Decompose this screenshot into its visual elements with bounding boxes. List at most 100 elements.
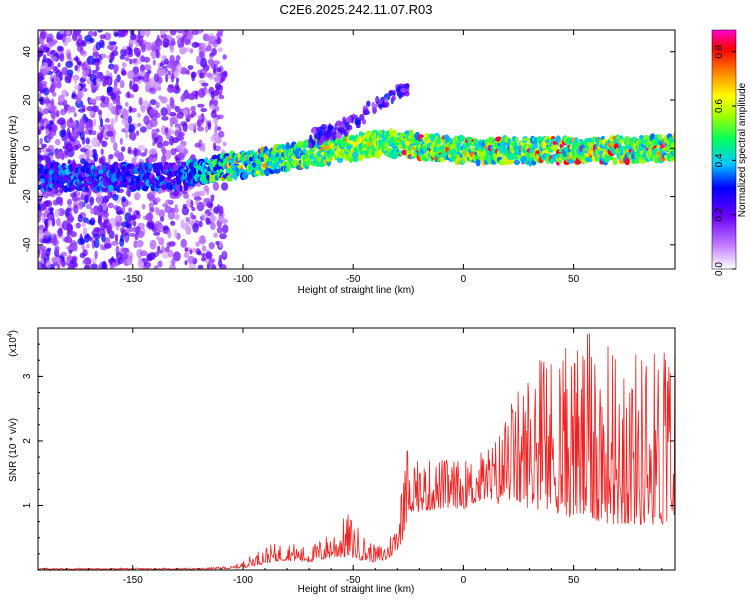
- spectrogram-y-label: Frequency (Hz): [8, 116, 19, 185]
- heatmap-speckle: [97, 30, 103, 33]
- colorbar-ticks: 0.0 0.2 0.4 0.6 0.8: [714, 44, 736, 276]
- heatmap-speckle: [64, 235, 73, 244]
- heatmap-speckle: [152, 59, 156, 66]
- heatmap-speckle: [127, 47, 133, 56]
- heatmap-speckle: [190, 212, 194, 220]
- heatmap-speckle: [149, 99, 157, 106]
- heatmap-speckle: [209, 104, 216, 111]
- colorbar-tick-label: 0.2: [714, 207, 725, 221]
- heatmap-speckle: [197, 126, 205, 132]
- heatmap-speckle: [154, 38, 163, 47]
- heatmap-speckle: [184, 247, 189, 252]
- heatmap-speckle: [198, 190, 206, 197]
- heatmap-band-cell: [523, 156, 527, 161]
- heatmap-band-cell: [211, 154, 219, 160]
- heatmap-speckle: [59, 186, 64, 194]
- heatmap-speckle: [54, 149, 63, 160]
- heatmap-speckle: [41, 143, 47, 148]
- heatmap-speckle: [101, 140, 108, 148]
- heatmap-speckle: [113, 64, 119, 72]
- heatmap-speckle: [81, 221, 86, 228]
- heatmap-speckle: [146, 222, 153, 229]
- heatmap-band-cell: [107, 184, 114, 192]
- heatmap-speckle: [58, 30, 65, 34]
- y-tick-label: -20: [22, 189, 33, 204]
- heatmap-branch-cell: [320, 124, 327, 130]
- heatmap-speckle: [93, 233, 101, 240]
- heatmap-speckle: [60, 108, 66, 116]
- y-tick-label: 2: [22, 438, 33, 444]
- heatmap-speckle: [205, 251, 213, 260]
- heatmap-speckle: [203, 85, 207, 91]
- heatmap-speckle: [167, 250, 174, 258]
- heatmap-speckle: [152, 141, 156, 146]
- heatmap-speckle: [191, 71, 196, 82]
- heatmap-speckle: [143, 64, 152, 71]
- heatmap-speckle: [108, 230, 115, 239]
- heatmap-speckle: [127, 146, 132, 154]
- heatmap-speckle: [196, 55, 201, 65]
- heatmap-speckle: [38, 111, 42, 119]
- heatmap-speckle: [139, 64, 145, 73]
- heatmap-speckle: [181, 30, 186, 36]
- heatmap-band-cell: [672, 148, 675, 156]
- heatmap-speckle: [153, 231, 161, 236]
- heatmap-band-cell: [183, 183, 189, 192]
- x-tick-label: 50: [568, 274, 580, 285]
- heatmap-speckle: [164, 247, 170, 253]
- heatmap-branch-cell: [383, 101, 390, 108]
- heatmap-speckle: [126, 223, 132, 229]
- heatmap-speckle: [67, 198, 72, 206]
- heatmap-speckle: [208, 258, 214, 268]
- heatmap-speckle: [71, 92, 76, 98]
- heatmap-speckle: [109, 51, 115, 61]
- heatmap-speckle: [119, 54, 126, 60]
- heatmap-speckle: [95, 65, 100, 72]
- heatmap-speckle: [119, 137, 123, 145]
- heatmap-speckle: [150, 76, 155, 86]
- heatmap-speckle: [141, 203, 146, 210]
- heatmap-speckle: [104, 118, 110, 123]
- heatmap-speckle: [159, 30, 166, 36]
- heatmap-speckle: [210, 110, 217, 119]
- heatmap-speckle: [183, 147, 187, 156]
- heatmap-speckle: [156, 236, 161, 241]
- heatmap-speckle: [50, 238, 56, 244]
- heatmap-speckle: [134, 233, 139, 241]
- heatmap-speckle: [73, 112, 77, 118]
- heatmap-speckle: [140, 152, 147, 157]
- heatmap-speckle: [99, 243, 104, 251]
- heatmap-speckle: [127, 124, 136, 134]
- heatmap-speckle: [61, 67, 69, 76]
- heatmap-speckle: [115, 251, 124, 260]
- heatmap-band-cell: [357, 154, 364, 162]
- heatmap-speckle: [38, 155, 42, 164]
- heatmap-band-cell: [531, 143, 539, 149]
- heatmap-band-cell: [670, 142, 675, 149]
- snr-series-line: [38, 333, 675, 570]
- heatmap-speckle: [70, 192, 78, 198]
- heatmap-speckle: [56, 34, 64, 41]
- colorbar-label: Normalized spectral amplitude: [737, 82, 748, 217]
- heatmap-speckle: [176, 135, 185, 141]
- heatmap-speckle: [121, 253, 129, 260]
- spectrogram-y-ticks: -40 -20 0 20 40: [22, 46, 675, 252]
- heatmap-speckle: [185, 30, 194, 38]
- heatmap-speckle: [41, 238, 49, 244]
- heatmap-speckle: [137, 122, 142, 127]
- heatmap-speckle: [111, 262, 117, 269]
- heatmap-speckle: [170, 44, 175, 53]
- heatmap-speckle: [218, 259, 223, 268]
- heatmap-speckle: [129, 80, 133, 90]
- heatmap-speckle: [174, 130, 179, 137]
- heatmap-speckle: [96, 194, 104, 205]
- heatmap-speckle: [85, 149, 94, 158]
- heatmap-speckle: [38, 129, 41, 135]
- heatmap-speckle: [129, 227, 134, 233]
- heatmap-speckle: [48, 104, 57, 112]
- heatmap-speckle: [202, 33, 210, 42]
- heatmap-speckle: [120, 247, 127, 253]
- heatmap-speckle: [126, 91, 131, 99]
- heatmap-speckle: [40, 125, 45, 131]
- heatmap-band-cell: [139, 179, 143, 188]
